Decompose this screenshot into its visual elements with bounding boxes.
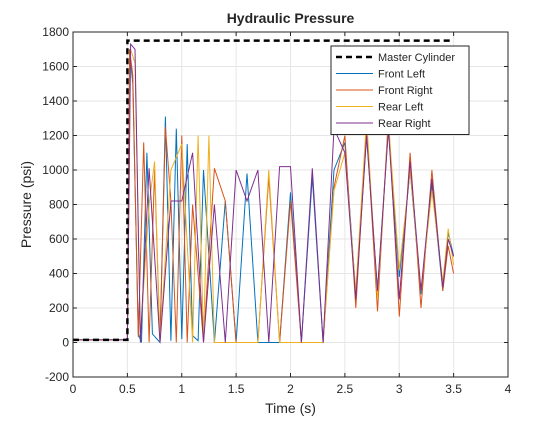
x-axis-label: Time (s) [265,400,316,416]
y-tick-label: -200 [45,370,69,384]
axes [72,31,509,378]
y-tick-label: 800 [49,198,69,212]
y-tick-label: 1600 [42,60,69,74]
y-tick-label: 1000 [42,163,69,177]
y-tick-label: 1400 [42,94,69,108]
y-axis-label: Pressure (psi) [18,161,34,248]
y-tick-label: 0 [62,336,69,350]
y-tick-label: 600 [49,232,69,246]
x-tick-label: 1.5 [228,382,245,396]
x-tick-label: 2.5 [337,382,354,396]
series-layer [73,39,455,344]
series-line-master-cylinder [73,39,454,342]
legend-label: Rear Right [378,118,431,130]
y-tick-label: 200 [49,301,69,315]
x-tick-label: 0.5 [119,382,136,396]
y-tick-label: 1200 [42,129,69,143]
legend-label: Front Left [378,69,425,81]
x-tick-label: 4 [505,382,512,396]
x-tick-label: 1 [178,382,185,396]
series-line-rear-right [73,42,455,343]
tick-labels: 0 0.5 1 1.5 2 2.5 3 3.5 4-2000200400600800100012… [42,25,511,396]
chart-title: Hydraulic Pressure [227,10,355,26]
x-tick-label: 3.5 [445,382,462,396]
x-tick-label: 0 [70,382,77,396]
legend-label: Master Cylinder [378,52,455,64]
legend-label: Rear Left [378,102,423,114]
legend-label: Front Right [378,85,432,97]
y-tick-label: 400 [49,267,69,281]
x-tick-label: 3 [396,382,403,396]
legend: Master Cylinder Front Left Front Right Rear… [330,45,470,135]
y-tick-label: 1800 [42,25,69,39]
x-tick-label: 2 [287,382,294,396]
